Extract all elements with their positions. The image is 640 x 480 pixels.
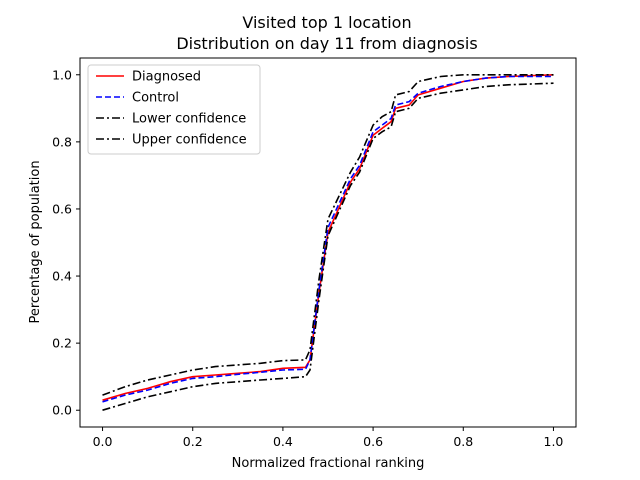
series-line-diagnosed [102, 74, 554, 401]
plot-area [102, 74, 554, 411]
axes-frame [79, 57, 577, 428]
legend-label: Diagnosed [132, 70, 201, 85]
x-axis-label: Normalized fractional ranking [232, 456, 425, 471]
legend-label: Control [132, 91, 179, 106]
x-tick-label: 0.4 [273, 434, 293, 449]
x-tick-label: 0.8 [453, 434, 473, 449]
series-line-upper-confidence [102, 74, 554, 396]
x-tick-label: 0.6 [363, 434, 383, 449]
y-tick-label: 0.8 [52, 134, 72, 149]
y-tick-label: 0.2 [52, 336, 72, 351]
legend-label: Upper confidence [132, 133, 247, 148]
y-tick-label: 1.0 [52, 67, 72, 82]
legend-box [87, 64, 261, 155]
x-tick-label: 0.0 [93, 434, 113, 449]
x-tick-label: 0.2 [183, 434, 203, 449]
y-axis-label: Percentage of population [28, 160, 43, 323]
y-tick-label: 0.0 [52, 403, 72, 418]
y-tick-label: 0.4 [52, 269, 72, 284]
series-line-lower-confidence [102, 82, 554, 411]
axis-ticks: 0.0 0.2 0.4 0.6 0.8 1.0 0.0 0.2 0.4 0.6 0.8 1.0 [52, 67, 563, 449]
chart-subtitle: Distribution on day 11 from diagnosis [176, 34, 477, 53]
chart-title: Visited top 1 location [242, 13, 411, 32]
legend-label: Lower confidence [132, 112, 246, 127]
legend: Diagnosed Control Lower confidence Upper co… [87, 64, 261, 155]
x-tick-label: 1.0 [544, 434, 564, 449]
y-tick-label: 0.6 [52, 201, 72, 216]
